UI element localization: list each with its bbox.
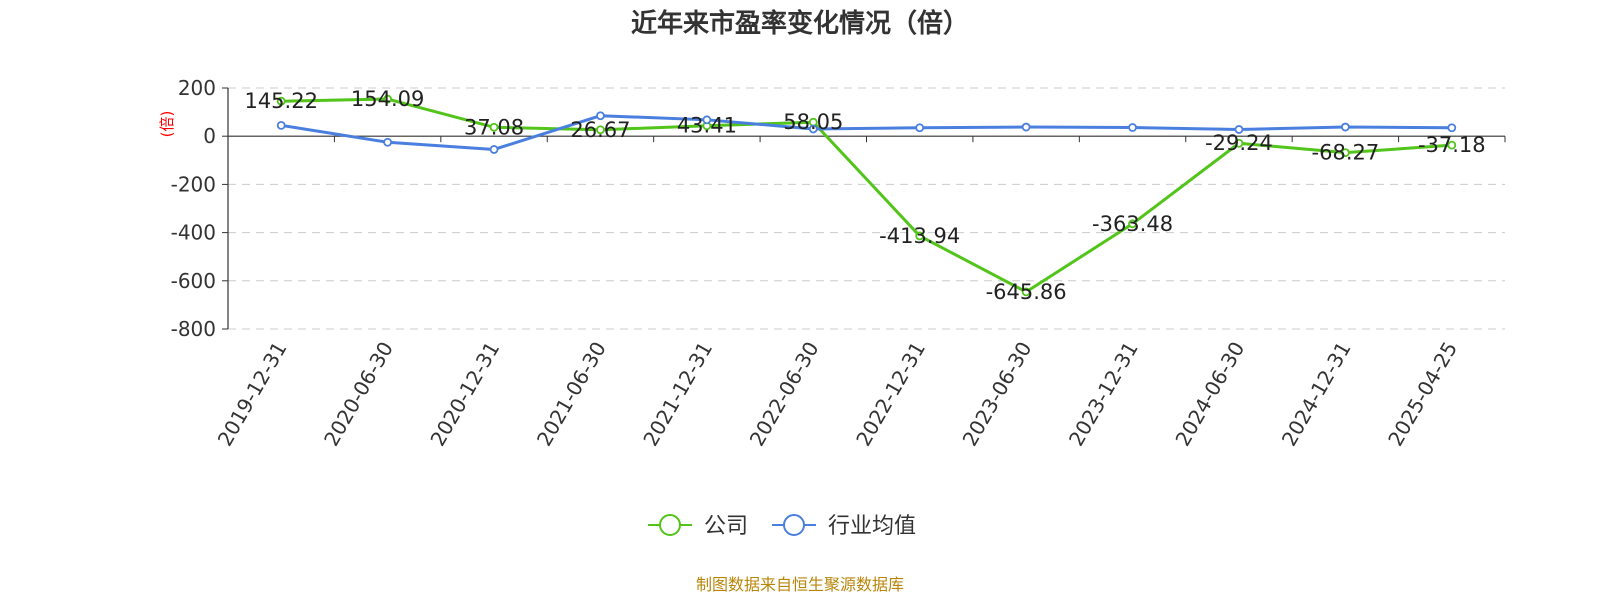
- company-data-point: [383, 94, 393, 104]
- company-data-point: [915, 231, 925, 241]
- data-source-note: 制图数据来自恒生聚源数据库: [696, 575, 904, 594]
- x-tick-label: 2019-12-31: [213, 338, 292, 451]
- y-tick-label: -200: [171, 172, 216, 196]
- industry-data-point: [702, 115, 712, 125]
- data-label: -363.48: [1092, 212, 1173, 236]
- industry-data-point: [915, 123, 925, 133]
- company-data-point: [1234, 138, 1244, 148]
- industry-data-point: [1340, 122, 1350, 132]
- y-tick-label: -400: [171, 221, 216, 245]
- x-tick-label: 2021-12-31: [638, 338, 717, 451]
- data-label: 26.67: [570, 118, 630, 142]
- industry-data-point: [489, 145, 499, 154]
- legend[interactable]: 公司 行业均值: [648, 514, 916, 539]
- series-line-industry-average: [280, 114, 1452, 151]
- x-tick-label: 2024-06-30: [1170, 338, 1249, 451]
- legend-label: 公司: [704, 514, 748, 539]
- data-label: -68.27: [1312, 141, 1380, 165]
- data-label: 58.05: [783, 110, 843, 134]
- industry-data-point: [276, 120, 286, 130]
- y-tick-label: 0: [203, 124, 216, 148]
- x-tick-label: 2024-12-31: [1277, 338, 1356, 451]
- x-tick-label: 2023-12-31: [1064, 338, 1143, 451]
- data-label: 154.09: [351, 87, 424, 111]
- company-data-point: [1447, 140, 1457, 150]
- industry-data-point: [1021, 122, 1031, 132]
- data-label: 145.22: [244, 89, 317, 113]
- series-line-company: [281, 97, 1452, 294]
- legend-label: 行业均值: [828, 514, 916, 539]
- data-label: 37.08: [464, 115, 524, 139]
- legend-item-industry-average[interactable]: 行业均值: [772, 514, 916, 539]
- company-data-point: [1021, 287, 1031, 297]
- data-label: -413.94: [879, 224, 960, 248]
- industry-data-point: [1128, 123, 1137, 132]
- grid-lines: [228, 87, 1505, 330]
- data-label: 43.41: [677, 114, 737, 138]
- industry-data-point: [596, 111, 605, 121]
- legend-marker-icon: [783, 514, 805, 536]
- series-lines: [276, 94, 1457, 297]
- x-tick-label: 2021-06-30: [532, 338, 611, 451]
- data-label: -645.86: [986, 280, 1067, 304]
- x-tick-label: 2020-06-30: [319, 338, 398, 451]
- data-labels: 145.22 154.09 37.08 26.67 43.41 58.05 -413.94 -…: [244, 87, 1485, 304]
- data-label: -29.24: [1205, 131, 1273, 155]
- industry-data-point: [1234, 125, 1244, 134]
- legend-item-company[interactable]: 公司: [648, 514, 748, 539]
- company-data-point: [1340, 148, 1350, 158]
- x-tick-label: 2023-06-30: [958, 338, 1037, 451]
- company-data-point: [596, 125, 605, 135]
- y-tick-label: -600: [171, 269, 216, 293]
- chart-title: 近年来市盈率变化情况（倍）: [631, 8, 969, 39]
- x-tick-label: 2022-06-30: [745, 338, 824, 451]
- y-tick-label: -800: [171, 317, 216, 341]
- company-data-point: [489, 122, 499, 132]
- industry-data-point: [383, 137, 393, 147]
- legend-marker-icon: [659, 514, 681, 536]
- x-tick-label: 2020-12-31: [425, 337, 504, 450]
- data-label: -37.18: [1418, 133, 1486, 157]
- company-data-point: [276, 96, 286, 106]
- x-tick-label: 2025-04-25: [1383, 338, 1462, 451]
- x-tick-label: 2022-12-31: [851, 337, 930, 450]
- industry-data-point: [808, 124, 818, 134]
- y-axis-unit: (倍): [158, 111, 176, 138]
- company-data-point: [1128, 219, 1137, 229]
- industry-data-point: [1447, 123, 1457, 133]
- y-tick-label: 200: [178, 76, 216, 100]
